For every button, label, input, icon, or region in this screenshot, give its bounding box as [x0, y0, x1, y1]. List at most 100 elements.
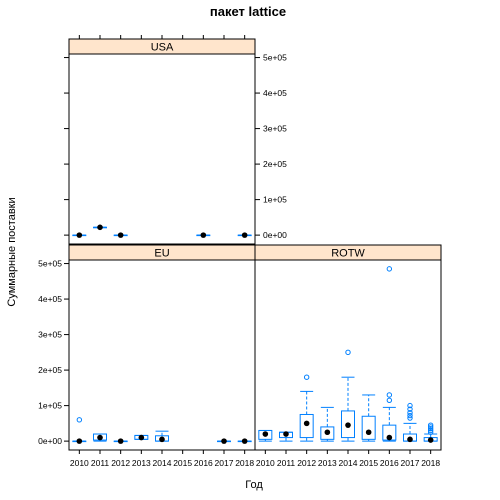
box-rotw-2014 — [341, 349, 355, 442]
median-dot — [221, 438, 227, 444]
y-tick-label: 1e+05 — [263, 195, 287, 205]
box-rotw-2013 — [320, 406, 335, 442]
median-dot — [365, 429, 372, 436]
outlier-point — [427, 424, 434, 430]
box-body — [258, 429, 273, 440]
box-eu-2011 — [93, 433, 107, 442]
box-usa-2011 — [93, 224, 107, 231]
box-rotw-2016 — [382, 266, 397, 442]
box-usa-2012 — [113, 232, 128, 238]
median-dot — [241, 232, 248, 238]
median-dot — [407, 436, 413, 443]
median-dot — [159, 436, 165, 443]
outlier-point — [386, 397, 393, 403]
x-axis-label: Год — [245, 479, 263, 491]
box-eu-2010 — [72, 417, 87, 444]
y-tick-label: 5e+05 — [263, 53, 287, 63]
x-tick-label: 2015 — [359, 458, 378, 468]
strip-label-usa: USA — [151, 42, 174, 54]
median-dot — [427, 437, 434, 443]
box-eu-2012 — [113, 438, 128, 444]
x-tick-label: 2011 — [91, 458, 110, 468]
outlier-point — [303, 374, 310, 380]
x-tick-label: 2015 — [173, 458, 192, 468]
x-tick-label: 2013 — [318, 458, 337, 468]
x-tick-label: 2017 — [401, 458, 420, 468]
median-dot — [97, 434, 103, 441]
median-dot — [117, 438, 124, 444]
outlier-point — [427, 425, 434, 432]
y-tick-label: 4e+05 — [263, 88, 287, 98]
y-tick-label: 1e+05 — [38, 401, 62, 411]
panel-eu: EU 0e+00 1e+05 2e+05 3e+05 4e+05 5e+05 2010 2011… — [38, 244, 256, 468]
box-body — [361, 415, 376, 440]
median-dot — [283, 431, 289, 437]
box-eu-2013 — [134, 434, 149, 441]
panel-rotw: ROTW 2010 2011 2012 2013 2014 2015 2016 2017 2018 — [254, 244, 442, 468]
box-body — [299, 413, 314, 439]
outlier-point — [407, 406, 413, 412]
median-dot — [262, 431, 269, 437]
strip-label-rotw: ROTW — [331, 248, 365, 260]
y-axis-label: Суммарные поставки — [6, 197, 18, 306]
x-tick-label: 2010 — [70, 458, 89, 468]
outlier-point — [407, 415, 413, 421]
x-tick-label: 2018 — [421, 458, 440, 468]
outlier-point — [76, 417, 83, 423]
box-eu-2017 — [217, 438, 231, 444]
median-dot — [324, 429, 331, 436]
y-tick-label: 5e+05 — [38, 259, 62, 269]
median-dot — [345, 422, 351, 428]
box-body — [320, 426, 335, 440]
median-dot — [97, 224, 103, 231]
box-eu-2018 — [237, 438, 252, 444]
outlier-point — [345, 349, 351, 356]
x-tick-label: 2010 — [256, 458, 275, 468]
outlier-point — [386, 392, 393, 398]
median-dot — [303, 420, 310, 427]
x-tick-label: 2016 — [194, 458, 213, 468]
box-rotw-2018 — [423, 422, 438, 443]
x-tick-label: 2013 — [132, 458, 151, 468]
box-body — [341, 410, 355, 439]
panel-frame-usa — [68, 53, 256, 245]
box-usa-2016 — [196, 232, 211, 238]
median-dot — [200, 232, 207, 238]
outlier-point — [407, 412, 413, 419]
box-rotw-2011 — [279, 431, 293, 442]
outlier-point — [407, 410, 413, 416]
x-tick-label: 2014 — [153, 458, 172, 468]
box-rotw-2017 — [403, 402, 417, 443]
chart-title: пакет lattice — [210, 4, 286, 19]
y-tick-label: 3e+05 — [263, 124, 287, 134]
x-tick-label: 2011 — [277, 458, 296, 468]
outlier-point — [427, 422, 434, 428]
y-tick-label: 0e+00 — [38, 436, 62, 446]
y-tick-label: 3e+05 — [38, 330, 62, 340]
box-usa-2010 — [72, 232, 87, 238]
box-rotw-2015 — [361, 394, 376, 442]
median-dot — [117, 232, 124, 238]
x-tick-label: 2012 — [297, 458, 316, 468]
median-dot — [76, 232, 83, 238]
outlier-point — [386, 266, 393, 272]
median-dot — [138, 434, 145, 441]
y-tick-label: 0e+00 — [263, 230, 287, 240]
y-tick-label: 2e+05 — [38, 365, 62, 375]
median-dot — [76, 438, 83, 444]
outlier-point — [427, 427, 434, 434]
x-tick-label: 2018 — [235, 458, 254, 468]
outlier-point — [427, 429, 434, 435]
box-usa-2018 — [237, 232, 252, 238]
x-tick-label: 2017 — [215, 458, 234, 468]
strip-label-eu: EU — [154, 248, 169, 260]
panel-usa: USA 0e+00 1e+05 2e+05 3e+05 4e+05 5e+05 — [64, 35, 287, 245]
box-eu-2014 — [155, 430, 169, 443]
outlier-point — [407, 402, 413, 409]
x-tick-label: 2012 — [111, 458, 130, 468]
y-tick-label: 4e+05 — [38, 294, 62, 304]
box-rotw-2010 — [258, 429, 273, 442]
median-dot — [386, 434, 393, 441]
y-tick-label: 2e+05 — [263, 159, 287, 169]
